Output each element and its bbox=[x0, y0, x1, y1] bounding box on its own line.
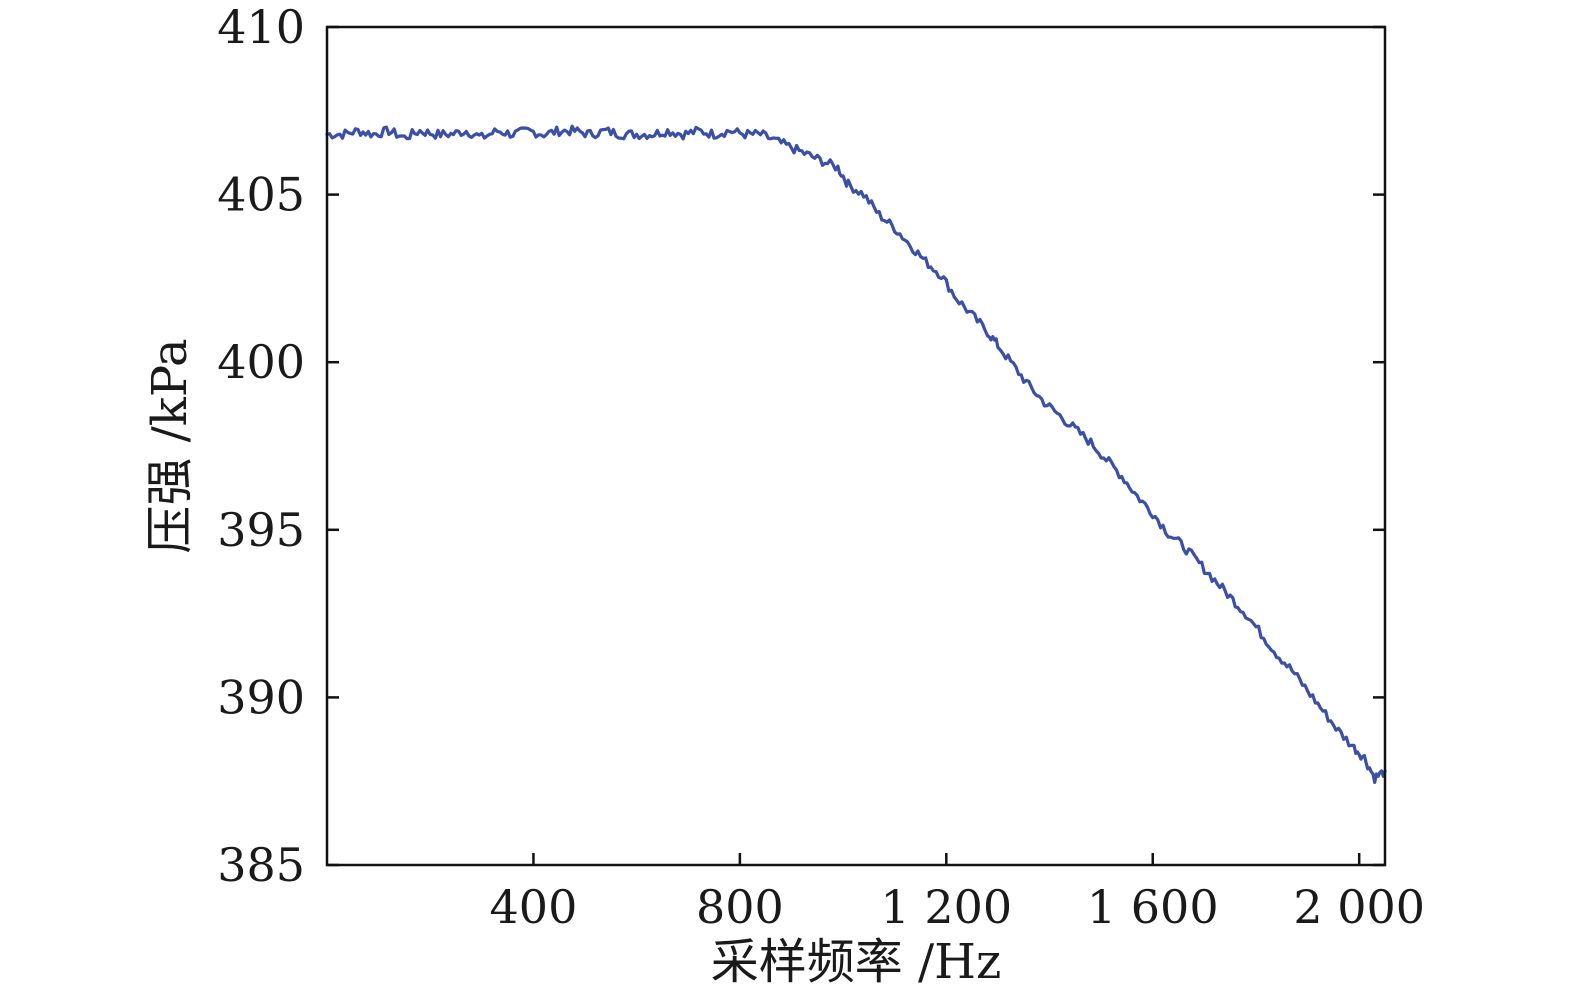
y-tick-label: 410 bbox=[217, 0, 305, 54]
plot-frame bbox=[325, 25, 1387, 867]
y-axis-title: 压强 /kPa bbox=[142, 338, 198, 553]
y-tick-label: 390 bbox=[217, 670, 305, 724]
y-tick-label: 405 bbox=[217, 168, 305, 222]
y-tick-label: 385 bbox=[217, 838, 305, 892]
plot-area bbox=[325, 124, 1387, 784]
x-axis-title: 采样频率 /Hz bbox=[711, 934, 1002, 990]
series-line bbox=[325, 124, 1387, 784]
x-tick-label: 2 000 bbox=[1293, 880, 1425, 934]
x-tick-label: 800 bbox=[696, 880, 784, 934]
y-tick-label: 395 bbox=[217, 503, 305, 557]
x-tick-label: 1 600 bbox=[1087, 880, 1219, 934]
x-axis: 400 800 1 200 1 600 2 000 bbox=[490, 853, 1425, 934]
x-tick-label: 400 bbox=[490, 880, 578, 934]
x-tick-label: 1 200 bbox=[880, 880, 1012, 934]
y-axis: 385 390 395 400 405 410 bbox=[217, 0, 1385, 892]
y-tick-label: 400 bbox=[217, 335, 305, 389]
